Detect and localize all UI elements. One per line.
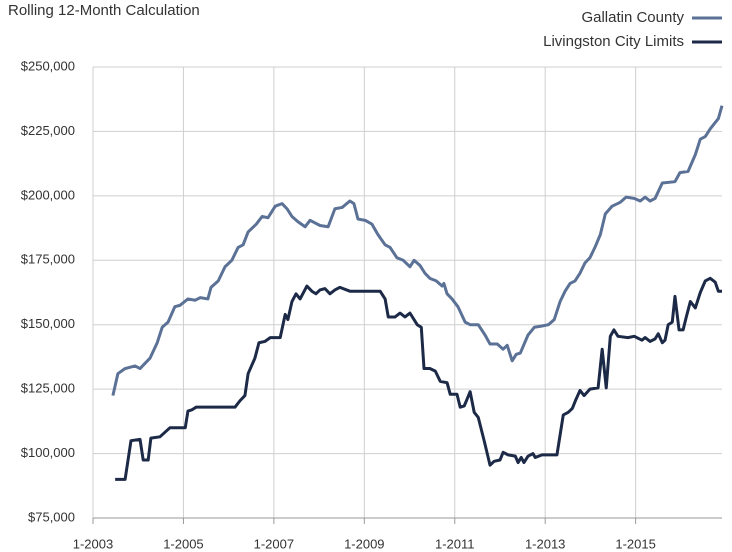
y-tick-label: $200,000 xyxy=(21,187,75,202)
line-series xyxy=(115,276,722,481)
x-tick-label: 1-2015 xyxy=(615,536,655,551)
x-tick-label: 1-2005 xyxy=(163,536,203,551)
x-tick-label: 1-2013 xyxy=(525,536,565,551)
y-tick-label: $175,000 xyxy=(21,252,75,267)
y-tick-label: $100,000 xyxy=(21,445,75,460)
legend-label: Gallatin County xyxy=(581,9,684,26)
y-tick-label: $225,000 xyxy=(21,123,75,138)
x-tick-label: 1-2011 xyxy=(435,536,475,551)
x-tick-label: 1-2007 xyxy=(254,536,294,551)
x-tick-label: 1-2009 xyxy=(344,536,384,551)
y-tick-label: $75,000 xyxy=(28,509,75,524)
y-tick-label: $150,000 xyxy=(21,316,75,331)
line-series xyxy=(111,105,724,396)
y-tick-label: $125,000 xyxy=(21,381,75,396)
legend-label: Livingston City Limits xyxy=(543,33,684,50)
y-tick-label: $250,000 xyxy=(21,58,75,73)
x-tick-label: 1-2003 xyxy=(73,536,113,551)
chart-title: Rolling 12-Month Calculation xyxy=(8,2,200,19)
